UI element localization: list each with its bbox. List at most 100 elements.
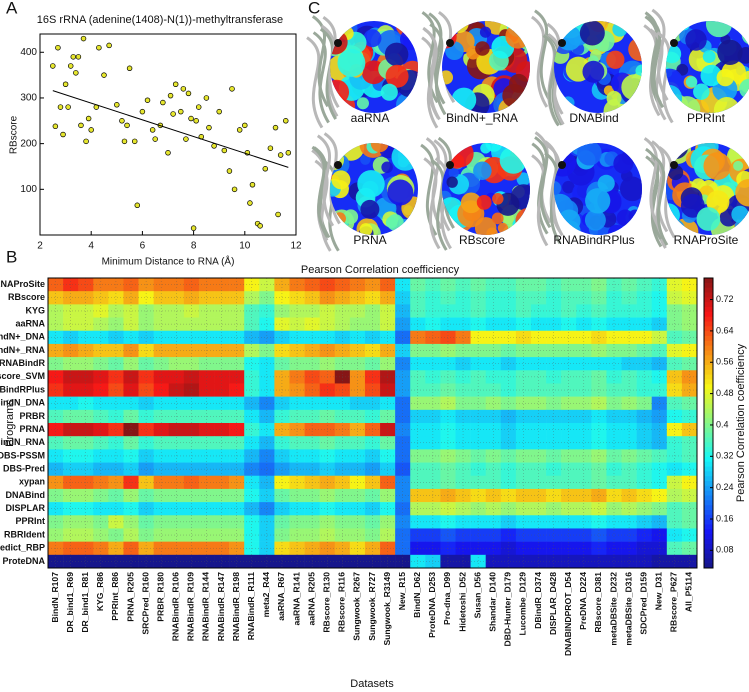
colorbar-segment (704, 360, 713, 366)
heat-cell (259, 449, 275, 463)
surface-patch (739, 78, 749, 99)
plot-frame (47, 277, 698, 569)
column-label: PreDNA_D224 (578, 572, 588, 630)
heat-cell (123, 423, 139, 437)
heat-cell (515, 528, 532, 542)
surface (666, 143, 749, 235)
heat-cell (198, 462, 215, 477)
heat-cell (63, 330, 79, 345)
heat-cell (530, 383, 547, 397)
colorbar-segment (704, 423, 713, 429)
row-label: ProteDNA (2, 556, 45, 566)
heat-cell (636, 291, 653, 305)
heat-cell (561, 502, 577, 516)
heat-cell (576, 449, 592, 463)
heat-cell (455, 383, 471, 397)
point (283, 118, 289, 124)
heat-cell (666, 554, 683, 569)
surface-patch (703, 152, 732, 180)
heat-cell (530, 291, 547, 305)
structure-label: PRNA (353, 233, 386, 247)
x-tick-label: 10 (239, 241, 251, 252)
row-label: RBscore_SVM (0, 371, 45, 381)
heat-cell (198, 554, 215, 569)
heat-cell (229, 462, 245, 477)
colorbar-segment (704, 365, 713, 371)
colorbar-segment (704, 437, 713, 443)
surface-patch (621, 74, 642, 101)
structure-image (643, 8, 749, 124)
heat-cell (681, 488, 698, 503)
heat-cell (198, 357, 215, 371)
heat-cell (214, 462, 230, 477)
y-tick-label: 200 (20, 138, 37, 149)
ligand (558, 161, 566, 169)
point (57, 104, 64, 110)
surface-patch (635, 64, 642, 77)
rna-ribbon (643, 137, 661, 230)
heat-cell (606, 462, 622, 477)
heat-cell (455, 436, 471, 450)
heat-cell (244, 317, 260, 332)
surface-patch (476, 195, 492, 210)
surface-patch (406, 101, 418, 113)
heat-cell (530, 515, 547, 529)
point (149, 127, 156, 133)
surface-patch (520, 21, 530, 32)
heat-cell (93, 357, 109, 371)
colorbar-segment (704, 452, 713, 458)
surface-patch (363, 29, 382, 48)
heat-cell (153, 423, 170, 437)
heat-cell (470, 554, 486, 569)
heat-cell (576, 488, 592, 503)
panel-letter: A (6, 0, 18, 17)
point (203, 95, 210, 101)
heat-cell (515, 317, 532, 332)
heat-cell (214, 502, 230, 516)
heat-cell (561, 317, 577, 332)
colorbar-segment (704, 514, 713, 521)
heat-cell (681, 383, 698, 397)
heat-cell (666, 423, 683, 437)
heat-cell (229, 436, 245, 450)
column-label: PRBR_R180 (155, 572, 165, 622)
heat-cell (168, 436, 185, 450)
column-label: metaDBSite_D316 (623, 572, 633, 646)
point (126, 65, 133, 72)
heat-cell (606, 515, 622, 529)
point (262, 166, 269, 172)
colorbar-segment (704, 331, 713, 337)
surface-patch (502, 83, 526, 108)
heat-cell (153, 357, 170, 371)
heat-cell (455, 423, 471, 437)
heat-cell (485, 554, 502, 569)
heat-cell (591, 449, 607, 463)
heat-cell (440, 396, 456, 411)
ligand (558, 39, 566, 47)
heat-cell (259, 383, 275, 397)
heat-cell (576, 383, 592, 397)
rna-ribbon (530, 15, 549, 108)
heat-cell (93, 396, 109, 411)
heat-cell (198, 488, 215, 503)
column-label: Lucombe_D129 (518, 572, 528, 636)
surface-patch (561, 96, 575, 110)
heat-cell (138, 488, 154, 503)
heat-cell (576, 528, 592, 542)
rna-ribbon (534, 9, 552, 102)
heat-cell (183, 357, 200, 371)
rna-ribbon (651, 153, 669, 246)
heat-cell (576, 317, 592, 332)
rna-ribbon (429, 23, 447, 116)
heat-cell (168, 291, 185, 305)
heat-cell (455, 330, 471, 345)
heat-cell (259, 357, 275, 371)
rna-ribbon (649, 28, 667, 121)
point (101, 72, 107, 78)
heat-cell (546, 291, 562, 305)
heat-cell (666, 396, 683, 411)
point (221, 147, 228, 154)
heat-cell (500, 449, 517, 463)
heat-cell (485, 449, 502, 463)
